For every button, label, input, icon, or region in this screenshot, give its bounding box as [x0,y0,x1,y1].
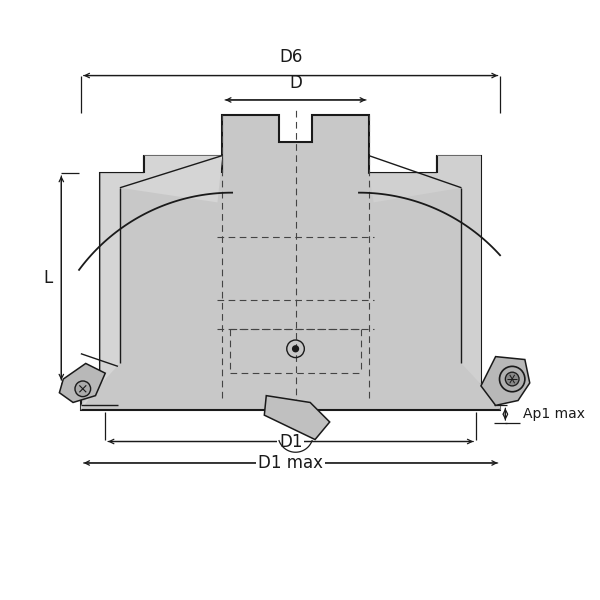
Circle shape [293,346,298,352]
Polygon shape [369,155,500,410]
Circle shape [75,381,91,397]
Polygon shape [81,115,500,410]
Text: D1: D1 [279,433,302,451]
Polygon shape [81,155,223,410]
Polygon shape [481,356,530,406]
Polygon shape [265,395,330,440]
Text: D6: D6 [279,48,302,66]
Circle shape [505,372,519,386]
Text: L: L [43,269,52,287]
Circle shape [500,367,525,392]
Text: Ap1 max: Ap1 max [523,407,585,421]
Text: D1 max: D1 max [258,454,323,472]
Polygon shape [59,364,105,403]
Text: D: D [289,74,302,92]
